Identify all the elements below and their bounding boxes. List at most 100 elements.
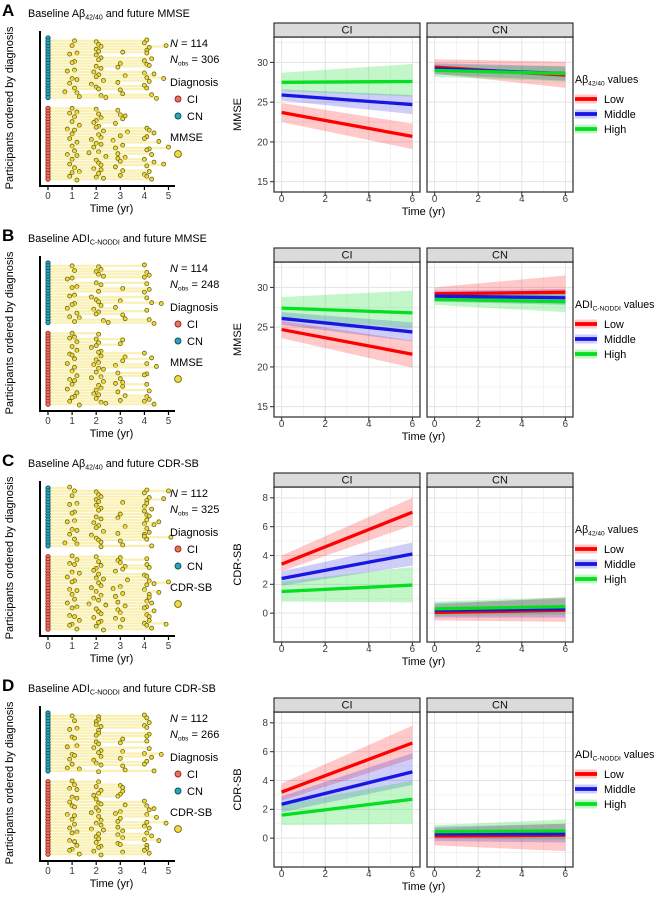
followup-dot [96,779,102,785]
followup-dot [67,136,73,142]
followup-dot [76,851,82,857]
followup-dot [144,830,150,836]
y-axis-label: CDR-SB [232,543,244,585]
regression-line-low [281,510,413,566]
ci-legend-label: CI [187,544,198,556]
followup-dot [149,300,155,306]
ci-legend-label: CI [187,94,198,106]
followup-dot [144,819,150,825]
followup-dot [101,529,106,534]
x-tick-label: 2 [475,419,480,430]
followup-dot [93,502,99,508]
followup-dot [69,105,75,111]
followup-dot [64,305,70,311]
followup-dot [74,339,80,345]
plot-title: Baseline Aβ42/40 and future MMSE [28,8,190,22]
followup-dot [91,120,97,125]
x-tick-label: 4 [519,194,525,205]
panel-letter: D [2,676,15,695]
left-plot: Baseline Aβ42/40 and future MMSE Particip… [4,8,219,215]
followup-dot [67,335,73,341]
followup-dot [166,579,171,585]
followup-dot [146,618,152,623]
followup-dot [76,94,82,99]
legend-key-line [575,787,597,791]
followup-dot [120,49,126,55]
legend-title: Aβ42/40 values [575,524,638,538]
followup-dot [141,837,147,843]
followup-dot [67,80,73,86]
figure-row-c: C Baseline Aβ42/40 and future CDR-SB Part… [0,450,654,675]
followup-dot [98,563,104,568]
facet-strip-label: CI [342,700,353,712]
baseline-dot [45,401,51,407]
followup-dot [96,845,102,850]
followup-dot [69,352,75,358]
followup-dot [146,807,152,813]
nobs-annotation: Nobs = 266 [170,729,219,743]
followup-dot [93,396,99,401]
followup-dot [141,262,147,268]
facet-cn: CN 0 2 4 6 [426,247,574,430]
followup-dot [149,600,155,606]
followup-dot [98,282,104,288]
followup-dot [88,294,94,300]
figure-row-b: B Baseline ADIC-NODDI and future MMSE Par… [0,225,654,450]
followup-dot [67,799,73,805]
x-tick-label: 6 [410,194,416,205]
followup-dot [158,752,164,757]
x-tick-label: 2 [93,416,98,427]
followup-dot [117,173,123,178]
followup-dot [69,330,75,336]
facet-strip-label: CI [342,250,353,262]
followup-dot [64,765,70,771]
followup-dot [144,307,150,313]
figure-row-d: D Baseline ADIC-NODDI and future CDR-SB P… [0,675,654,900]
followup-dot [96,790,102,796]
followup-dot [93,369,99,375]
ci-legend-dot [174,770,182,778]
followup-dot [141,605,147,611]
regression-line-low [281,741,413,794]
outcome-legend-title: MMSE [170,132,203,144]
x-tick-label: 4 [142,641,148,652]
plot-title: Baseline Aβ42/40 and future CDR-SB [28,458,199,472]
panel-letter: A [2,1,15,20]
followup-dot [74,390,80,396]
regression-line-middle [281,316,413,334]
facet-strip [273,247,421,263]
followup-dot [146,746,152,752]
facet-strip-label: CN [492,250,508,262]
followup-dot [144,725,150,730]
followup-dot [98,762,104,768]
axis-line [39,481,175,637]
followup-dot [93,589,99,594]
followup-dot [91,69,97,75]
followup-dot [141,136,147,142]
x-tick-label: 6 [563,869,569,880]
followup-dot [98,65,104,71]
y-tick-label: 8 [263,718,269,729]
axis-line [39,256,175,412]
followup-dot [76,122,82,128]
followup-dot [69,579,75,585]
followup-dot [72,718,77,724]
followup-dot [141,398,147,404]
followup-dot [141,798,147,804]
followup-dot [113,121,118,126]
followup-dot [72,821,77,827]
followup-dot [98,822,104,828]
followup-dot [67,110,73,116]
followup-dot [120,358,126,364]
confidence-band-middle [281,89,413,115]
x-tick-label: 2 [322,194,327,205]
followup-dot [120,500,126,505]
followup-dot [86,150,92,156]
x-tick-label: 2 [93,641,98,652]
followup-dot [67,531,73,537]
outcome-legend-title: CDR-SB [170,582,212,594]
followup-dot [117,61,123,66]
ci-legend-dot [174,545,182,553]
followup-dot [113,568,118,574]
followup-dot [72,753,77,758]
